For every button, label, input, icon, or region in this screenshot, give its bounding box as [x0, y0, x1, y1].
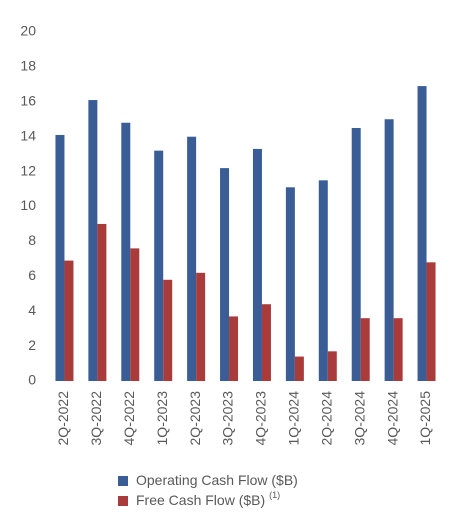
x-tick-label: 4Q-2023 [253, 391, 269, 446]
x-tick-label: 2Q-2024 [318, 391, 334, 446]
y-tick-label: 8 [28, 232, 36, 248]
y-tick-label: 12 [20, 162, 36, 178]
y-tick-label: 18 [20, 58, 36, 74]
bar [384, 119, 394, 381]
bar [318, 180, 328, 381]
bar [64, 260, 74, 381]
legend-footnote: (1) [269, 490, 280, 500]
bar [88, 100, 98, 382]
bar [196, 272, 206, 381]
bar [360, 318, 370, 381]
legend-label: Free Cash Flow ($B) (1) [136, 490, 280, 507]
x-tick-label: 1Q-2024 [286, 391, 302, 446]
x-tick-label: 3Q-2023 [220, 391, 236, 446]
bar [130, 248, 140, 381]
y-tick-label: 20 [20, 23, 36, 39]
bar [417, 86, 427, 381]
legend-swatch [118, 476, 128, 486]
bar [252, 148, 262, 381]
x-tick-label: 3Q-2024 [351, 391, 367, 446]
bar [294, 356, 304, 381]
legend-swatch [118, 496, 128, 506]
bar [285, 187, 295, 381]
bar [220, 168, 230, 381]
legend-text: Free Cash Flow ($B) [136, 492, 265, 508]
y-tick-label: 6 [28, 267, 36, 283]
y-tick-label: 0 [28, 372, 36, 388]
bar [55, 134, 65, 381]
legend-label: Operating Cash Flow ($B) [136, 472, 298, 488]
x-tick-label: 4Q-2024 [384, 391, 400, 446]
y-tick-label: 2 [28, 337, 36, 353]
y-tick-label: 4 [28, 302, 36, 318]
x-tick-label: 4Q-2022 [121, 391, 137, 446]
bar [163, 279, 173, 381]
bar [121, 122, 131, 382]
y-tick-label: 14 [20, 127, 36, 143]
x-tick-label: 1Q-2025 [417, 391, 433, 446]
bar [393, 318, 403, 381]
bar [187, 136, 197, 381]
bar [97, 223, 107, 381]
bar [229, 316, 239, 381]
bar [351, 127, 361, 381]
y-tick-label: 16 [20, 93, 36, 109]
bar [154, 150, 164, 381]
bar [426, 262, 436, 381]
legend-text: Operating Cash Flow ($B) [136, 472, 298, 488]
x-tick-label: 2Q-2022 [55, 391, 71, 446]
x-tick-label: 2Q-2023 [187, 391, 203, 446]
x-tick-label: 1Q-2023 [154, 391, 170, 446]
y-tick-label: 10 [20, 197, 36, 213]
bar [261, 304, 271, 381]
bar [327, 351, 337, 381]
x-tick-label: 3Q-2022 [88, 391, 104, 446]
